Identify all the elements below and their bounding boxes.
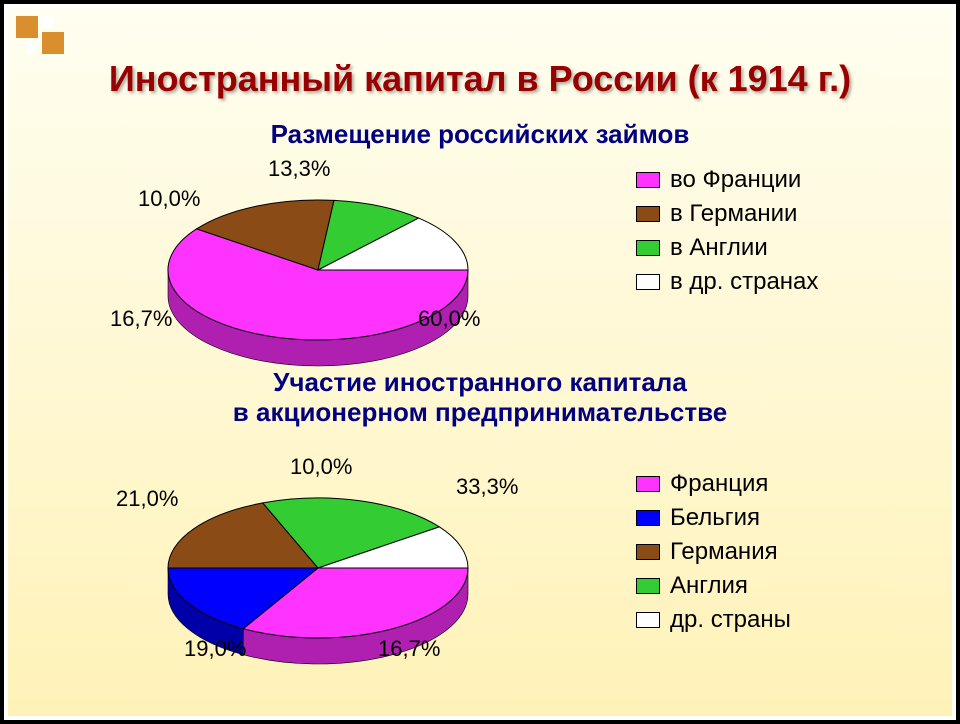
legend-label: в Англии: [670, 234, 768, 262]
pct-label: 10,0%: [290, 454, 352, 480]
legend-swatch: [636, 240, 660, 256]
pct-label: 19,0%: [184, 636, 246, 662]
legend-swatch: [636, 274, 660, 290]
pct-label: 33,3%: [456, 474, 518, 500]
legend-swatch: [636, 206, 660, 222]
legend-item: Англия: [636, 572, 791, 600]
legend-swatch: [636, 510, 660, 526]
legend-label: Бельгия: [670, 504, 760, 532]
legend-label: др. страны: [670, 606, 791, 634]
pct-label: 13,3%: [268, 156, 330, 182]
legend-item: др. страны: [636, 606, 791, 634]
chart1-title: Размещение российских займов: [8, 120, 952, 150]
legend-label: в др. странах: [670, 268, 818, 296]
legend-label: Англия: [670, 572, 748, 600]
legend-label: в Германии: [670, 200, 797, 228]
chart2-title: Участие иностранного капиталав акционерн…: [8, 368, 952, 428]
legend-item: Германия: [636, 538, 791, 566]
pct-label: 16,7%: [378, 636, 440, 662]
legend-item: в Англии: [636, 234, 818, 262]
legend-swatch: [636, 612, 660, 628]
pct-label: 21,0%: [116, 486, 178, 512]
pct-label: 16,7%: [110, 306, 172, 332]
legend-label: Франция: [670, 470, 768, 498]
legend-label: во Франции: [670, 166, 801, 194]
legend-swatch: [636, 544, 660, 560]
legend-item: Бельгия: [636, 504, 791, 532]
page-title: Иностранный капитал в России (к 1914 г.): [8, 58, 952, 100]
chart1-legend: во Франции в Германии в Англии в др. страна…: [636, 166, 818, 302]
chart2-legend: Франция Бельгия Германия Англия др. страны: [636, 470, 791, 640]
pct-label: 60,0%: [418, 306, 480, 332]
legend-item: во Франции: [636, 166, 818, 194]
legend-item: Франция: [636, 470, 791, 498]
legend-swatch: [636, 578, 660, 594]
pct-label: 10,0%: [138, 186, 200, 212]
legend-item: в др. странах: [636, 268, 818, 296]
legend-item: в Германии: [636, 200, 818, 228]
legend-swatch: [636, 476, 660, 492]
legend-swatch: [636, 172, 660, 188]
legend-label: Германия: [670, 538, 778, 566]
slide: Иностранный капитал в России (к 1914 г.)…: [8, 8, 952, 716]
